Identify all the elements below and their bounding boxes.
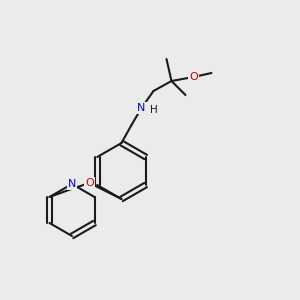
Text: O: O	[189, 72, 198, 82]
Text: N: N	[68, 179, 76, 189]
Text: N: N	[137, 103, 146, 113]
Text: H: H	[150, 105, 158, 115]
Text: O: O	[85, 178, 94, 188]
